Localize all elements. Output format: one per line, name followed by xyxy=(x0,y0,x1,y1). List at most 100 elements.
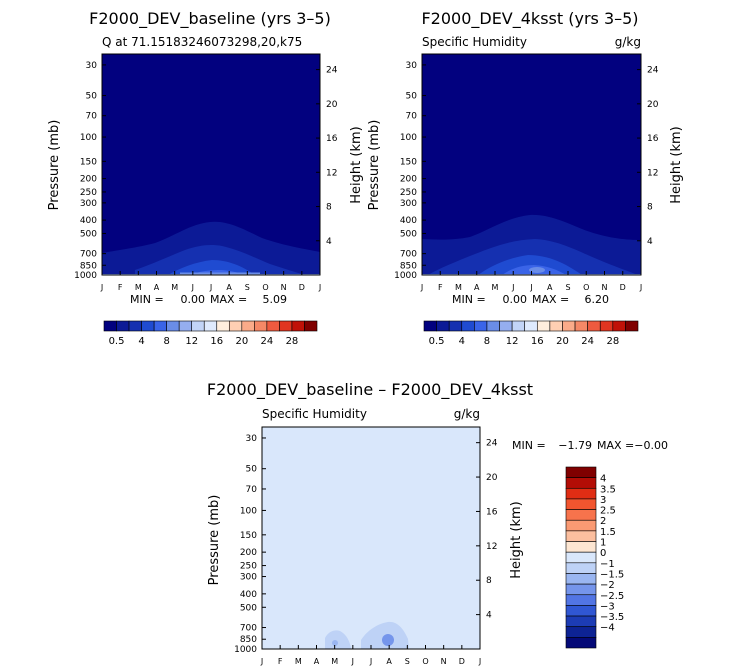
panel1-htick-label: 24 xyxy=(326,66,338,76)
colorbar-swatch xyxy=(448,320,463,332)
panel1-ytick-label: 300 xyxy=(80,199,97,209)
panel3-ytick-label: 50 xyxy=(246,465,258,475)
panel1-ytick-label: 70 xyxy=(86,112,98,122)
panel2-htick-label: 8 xyxy=(647,203,653,213)
panel1-min-label: MIN = xyxy=(130,293,164,306)
colorbar-swatch xyxy=(436,320,450,332)
panel3-xtick-label: J xyxy=(351,657,354,666)
colorbar-panel1: 0.5 4 8 12 16 20 24 28 xyxy=(103,320,318,347)
colorbar-label: 28 xyxy=(606,336,619,347)
panel1-xtick-label: N xyxy=(281,283,287,292)
panel3-xtick-label: N xyxy=(441,657,447,666)
panel3-ytick-label: 200 xyxy=(240,548,257,558)
colorbar-label: 4 xyxy=(459,336,465,347)
colorbar-swatch xyxy=(565,573,597,585)
panel1-ytick-label: 400 xyxy=(80,216,97,226)
colorbar-label: 3.5 xyxy=(600,484,616,495)
panel2-ytick-label: 100 xyxy=(400,133,417,143)
panel3-htick-label: 4 xyxy=(486,611,492,621)
panel2-htick-label: 4 xyxy=(647,237,653,247)
panel1-ytick-label: 250 xyxy=(80,188,97,198)
colorbar-swatch xyxy=(565,594,597,606)
panel1-xtick-label: J xyxy=(318,283,321,292)
panel2-ytick-label: 200 xyxy=(400,175,417,185)
panel1-htick-label: 8 xyxy=(326,203,332,213)
panel3-title: F2000_DEV_baseline – F2000_DEV_4ksst xyxy=(207,380,533,400)
panel1-min-value: 0.00 xyxy=(181,293,206,306)
colorbar-swatch xyxy=(536,320,551,332)
panel2-htick-label: 16 xyxy=(647,134,659,144)
panel3-ytick-label: 700 xyxy=(240,624,257,634)
panel2-ylabel: Pressure (mb) xyxy=(367,120,382,211)
panel1-xtick-label: J xyxy=(191,283,194,292)
panel2-ytick-label: 70 xyxy=(406,112,418,122)
colorbar-swatch xyxy=(511,320,526,332)
panel1-htick-label: 16 xyxy=(326,134,338,144)
panel2-ytick-label: 50 xyxy=(406,92,418,102)
panel2-xtick-label: J xyxy=(639,283,642,292)
panel3-xtick-label: J xyxy=(478,657,481,666)
panel3-ytick-label: 850 xyxy=(240,635,257,645)
panel1-ylabel-right: Height (km) xyxy=(349,126,364,203)
panel3-max-value: −0.00 xyxy=(634,439,668,452)
colorbar-swatch xyxy=(228,320,243,332)
panel2-title: F2000_DEV_4ksst (yrs 3–5) xyxy=(421,9,638,29)
colorbar-swatch xyxy=(565,487,597,500)
panel1-ytick-label: 100 xyxy=(80,133,97,143)
panel1-xtick-label: F xyxy=(118,283,123,292)
panel2-xtick-label: A xyxy=(474,283,480,292)
panel2-ytick-label: 250 xyxy=(400,188,417,198)
panel2-xtick-label: A xyxy=(547,283,553,292)
panel3-ytick-label: 400 xyxy=(240,590,257,600)
colorbar-swatch xyxy=(254,320,268,332)
panel1-htick-label: 4 xyxy=(326,237,332,247)
panel1-ytick-label: 150 xyxy=(80,157,97,167)
panel3-htick-label: 8 xyxy=(486,576,492,586)
panel2-ytick-label: 1000 xyxy=(394,271,417,281)
panel3-ytick-label: 100 xyxy=(240,506,257,516)
panel1-xtick-label: D xyxy=(299,283,305,292)
panel1-xtick-label: S xyxy=(245,283,250,292)
panel2-max-value: 6.20 xyxy=(585,293,610,306)
colorbar-swatch xyxy=(565,583,597,596)
colorbar-label: 1.5 xyxy=(600,527,616,538)
colorbar-swatch xyxy=(565,605,597,617)
colorbar-label: −3.5 xyxy=(600,612,624,623)
panel1-contour-3 xyxy=(168,260,255,275)
panel2-htick-label: 20 xyxy=(647,100,659,110)
panel3-xtick-label: S xyxy=(405,657,410,666)
panel2-ytick-label: 150 xyxy=(400,157,417,167)
panel2-xtick-label: M xyxy=(492,283,499,292)
panel1-xtick-label: J xyxy=(100,283,103,292)
colorbar-swatch xyxy=(216,320,230,332)
panel2-xtick-label: O xyxy=(583,283,589,292)
colorbar-label: 8 xyxy=(484,336,490,347)
panel1-ytick-label: 50 xyxy=(86,92,98,102)
panel2-ylabel-right: Height (km) xyxy=(669,126,684,203)
panel2-min-label: MIN = xyxy=(452,293,486,306)
panel3-ytick-label: 250 xyxy=(240,562,257,572)
panel3-min-value: −1.79 xyxy=(558,439,592,452)
panel1-htick-label: 12 xyxy=(326,168,337,178)
colorbar-swatch xyxy=(565,615,597,628)
colorbar-swatch xyxy=(565,637,597,649)
panel1-ytick-label: 500 xyxy=(80,229,97,239)
panel3-xtick-label: A xyxy=(386,657,392,666)
colorbar-swatch xyxy=(565,519,597,532)
panel3-ytick-label: 1000 xyxy=(234,645,257,655)
panel1-xtick-label: O xyxy=(262,283,268,292)
colorbar-label: 2 xyxy=(600,516,606,527)
panel2-contour-5 xyxy=(529,267,545,273)
colorbar-swatch xyxy=(565,541,597,553)
colorbar-swatch xyxy=(304,320,318,332)
panel2-xtick-label: D xyxy=(620,283,626,292)
colorbar-swatch xyxy=(562,320,576,332)
colorbar-label: −1.5 xyxy=(600,569,624,580)
colorbar-swatch xyxy=(279,320,293,332)
panel3-contour-4 xyxy=(382,634,394,646)
panel1-contour-5 xyxy=(180,272,260,275)
panel3-max-label: MAX = xyxy=(597,439,634,452)
panel3-xtick-label: J xyxy=(260,657,263,666)
panel1-max-value: 5.09 xyxy=(263,293,288,306)
